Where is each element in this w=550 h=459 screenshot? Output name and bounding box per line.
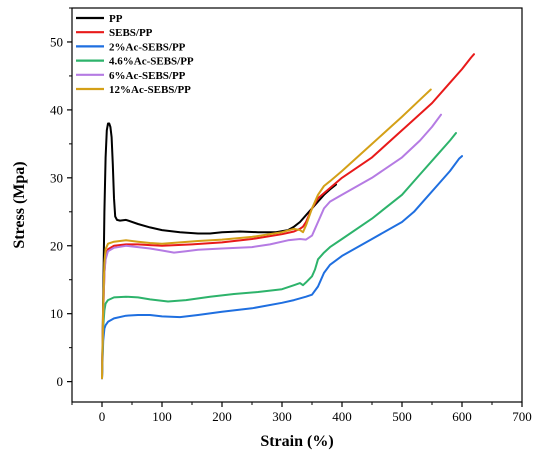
y-tick-label: 40: [50, 102, 63, 117]
y-tick-label: 10: [50, 306, 63, 321]
legend-label-5: 12%Ac-SEBS/PP: [109, 84, 191, 96]
series-line-3: [101, 132, 457, 380]
y-axis-title: Stress (Mpa): [11, 161, 28, 248]
x-tick-label: 400: [332, 409, 352, 424]
x-tick-label: 700: [512, 409, 532, 424]
y-tick-label: 20: [50, 238, 63, 253]
y-tick-label: 0: [57, 374, 64, 389]
legend-label-2: 2%Ac-SEBS/PP: [109, 41, 186, 53]
x-tick-label: 600: [452, 409, 472, 424]
plot-frame: [71, 7, 523, 403]
axis-ticks: 0 100 200 300 400 500 600 700 0 10 20 30 40 50: [50, 7, 532, 424]
y-tick-label: 50: [50, 34, 63, 49]
x-tick-label: 500: [392, 409, 412, 424]
series-line-5: [101, 88, 432, 380]
series-lines: [101, 53, 475, 380]
x-axis-title: Strain (%): [260, 433, 333, 450]
x-tick-label: 300: [272, 409, 292, 424]
series-line-2: [101, 155, 463, 380]
legend-label-0: PP: [109, 13, 123, 25]
series-line-1: [101, 53, 475, 380]
series-line-0: [101, 122, 337, 380]
series-line-4: [101, 113, 442, 380]
legend: PP SEBS/PP 2%Ac-SEBS/PP 4.6%Ac-SEBS/PP 6%Ac-…: [76, 13, 194, 96]
x-tick-label: 200: [212, 409, 232, 424]
x-tick-label: 0: [99, 409, 106, 424]
legend-label-4: 6%Ac-SEBS/PP: [109, 70, 186, 82]
legend-label-1: SEBS/PP: [109, 27, 153, 39]
y-tick-label: 30: [50, 170, 63, 185]
legend-label-3: 4.6%Ac-SEBS/PP: [109, 56, 194, 68]
x-tick-label: 100: [152, 409, 172, 424]
